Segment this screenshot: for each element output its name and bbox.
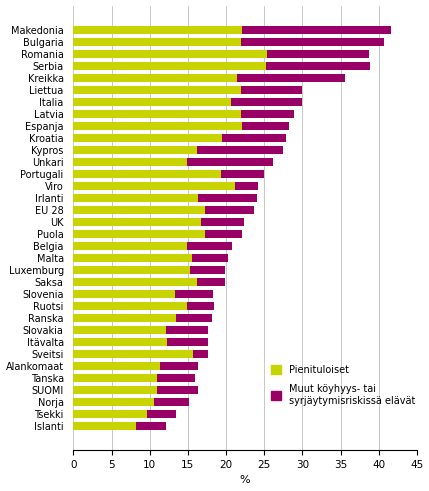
Bar xyxy=(73,374,157,382)
Bar xyxy=(154,398,189,406)
Bar xyxy=(73,338,167,346)
Bar xyxy=(166,326,208,334)
Bar xyxy=(147,409,175,418)
Bar xyxy=(73,122,242,130)
Bar xyxy=(73,193,198,202)
Bar xyxy=(73,422,136,430)
Bar xyxy=(190,266,224,274)
Bar xyxy=(205,206,254,214)
Bar xyxy=(221,170,264,178)
Bar xyxy=(187,158,272,166)
Bar xyxy=(242,122,289,130)
Bar xyxy=(241,38,384,46)
Bar xyxy=(167,338,208,346)
Bar xyxy=(73,206,205,214)
Bar xyxy=(266,62,369,70)
Bar xyxy=(73,409,147,418)
Bar xyxy=(241,109,294,118)
Bar xyxy=(157,374,195,382)
Bar xyxy=(235,182,258,190)
Bar xyxy=(73,350,193,358)
Bar xyxy=(73,301,187,310)
Bar xyxy=(73,361,160,370)
Bar xyxy=(176,314,211,322)
Bar xyxy=(73,62,266,70)
Bar xyxy=(73,385,157,394)
Bar xyxy=(73,218,201,226)
Bar xyxy=(73,74,237,82)
Bar xyxy=(73,326,166,334)
Bar xyxy=(73,277,197,286)
Bar xyxy=(231,98,302,106)
Bar xyxy=(73,86,241,94)
Bar xyxy=(73,254,193,262)
Bar xyxy=(222,134,286,142)
Bar xyxy=(197,146,283,154)
Bar xyxy=(73,314,176,322)
Bar xyxy=(73,26,242,34)
Bar xyxy=(136,422,166,430)
Bar xyxy=(73,398,154,406)
Bar xyxy=(157,385,198,394)
Bar xyxy=(73,290,175,298)
Bar xyxy=(241,86,302,94)
Bar xyxy=(237,74,345,82)
Bar xyxy=(73,158,187,166)
Bar xyxy=(160,361,198,370)
Bar xyxy=(73,38,241,46)
Bar xyxy=(73,182,235,190)
Bar xyxy=(193,350,208,358)
Bar xyxy=(201,218,244,226)
Bar xyxy=(242,26,391,34)
Bar xyxy=(267,50,369,58)
Bar xyxy=(73,170,221,178)
Bar xyxy=(73,242,187,250)
Bar xyxy=(198,193,257,202)
Bar xyxy=(193,254,228,262)
Bar xyxy=(187,301,214,310)
Bar xyxy=(197,277,224,286)
Bar xyxy=(175,290,213,298)
Bar xyxy=(73,146,197,154)
Bar xyxy=(187,242,232,250)
Bar xyxy=(73,266,190,274)
Bar xyxy=(73,134,222,142)
Bar xyxy=(73,109,241,118)
Bar xyxy=(73,230,205,238)
X-axis label: %: % xyxy=(240,475,251,486)
Bar xyxy=(205,230,242,238)
Bar xyxy=(73,98,231,106)
Bar xyxy=(73,50,267,58)
Legend: Pienituloiset, Muut köyhyys- tai
syrjäytymisriskissä elävät: Pienituloiset, Muut köyhyys- tai syrjäyt… xyxy=(267,360,419,409)
